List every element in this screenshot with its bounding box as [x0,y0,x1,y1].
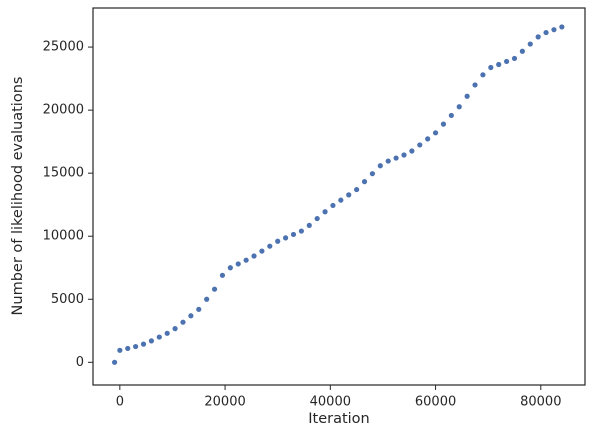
point [235,261,241,267]
y-tick-label: 25000 [43,40,84,55]
point [543,29,549,36]
point [480,72,486,78]
point [125,345,131,352]
point [111,359,118,365]
point [322,209,328,215]
point [148,338,155,344]
point [369,171,376,177]
point [535,34,541,40]
point [275,238,281,244]
x-tick-label: 20000 [204,395,245,410]
point [251,253,257,259]
point [164,330,170,336]
point [393,155,399,161]
point [551,27,557,33]
plot-frame [92,7,586,386]
point [314,215,320,222]
point [204,296,210,302]
point [464,93,470,99]
point [361,179,368,185]
point [346,192,352,198]
point [385,158,391,164]
x-tick-label: 60000 [415,395,456,410]
point [488,64,494,71]
point [401,152,407,158]
y-tick-label: 10000 [43,229,84,244]
point [496,61,502,68]
point [117,347,123,353]
point [527,41,533,47]
point [306,222,312,228]
point [472,82,478,88]
point [511,55,518,62]
point [196,306,202,312]
point [330,202,336,209]
y-tick-label: 5000 [51,292,84,307]
point [503,58,510,65]
point [338,197,344,203]
point [243,257,249,263]
point [354,186,360,193]
point [211,286,218,292]
x-tick-label: 0 [116,395,124,410]
point [377,163,383,169]
point [172,326,178,332]
point [267,243,273,249]
point [180,319,186,325]
y-tick-label: 0 [76,355,84,370]
point [425,136,431,142]
y-axis-label: Number of likelihood evaluations [10,77,26,316]
point [409,148,415,154]
point [133,343,139,350]
point [519,48,525,54]
point [219,272,226,278]
point [559,24,565,30]
point [448,112,454,119]
point [140,341,147,347]
point [298,228,304,234]
point [456,104,462,110]
point [188,313,194,319]
point [290,231,297,238]
x-tick-label: 80000 [520,395,561,410]
x-axis-label: Iteration [308,411,370,427]
y-tick-label: 20000 [43,103,84,118]
point [432,130,439,136]
point [282,235,289,241]
x-tick-label: 40000 [310,395,351,410]
point [259,248,265,254]
point [156,334,162,340]
point [440,121,447,127]
y-tick-label: 15000 [43,166,84,181]
point [417,142,423,148]
point [227,265,233,271]
